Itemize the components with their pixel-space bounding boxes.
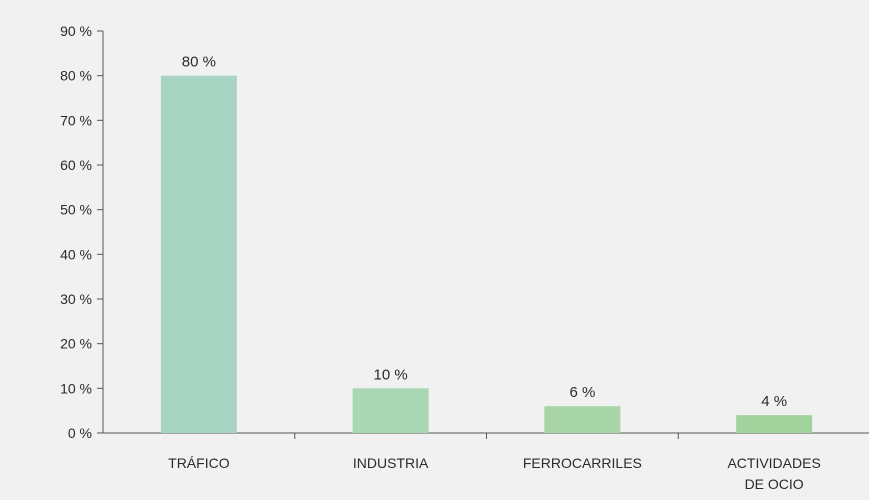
bar (544, 406, 621, 433)
x-tick-label: TRÁFICO (168, 455, 230, 471)
bar-value-label: 10 % (374, 366, 408, 383)
y-tick-label: 30 % (60, 291, 92, 307)
y-tick-label: 40 % (60, 246, 92, 262)
x-tick-label: FERROCARRILES (523, 455, 642, 471)
value-labels: 80 % 10 % 6 % 4 % (182, 54, 787, 410)
y-axis: 0 % 10 % 20 % 30 % 40 % 50 % 60 % 70 % 80 % 90 % (60, 23, 104, 441)
bar (352, 388, 429, 433)
y-tick-label: 90 % (60, 23, 92, 39)
bar-value-label: 4 % (761, 393, 787, 410)
x-axis: TRÁFICO INDUSTRIA FERROCARRILES ACTIVIDADES… (103, 432, 869, 492)
bars (160, 75, 813, 434)
x-tick-label: INDUSTRIA (353, 455, 429, 471)
y-tick-label: 0 % (68, 425, 92, 441)
y-tick-label: 80 % (60, 68, 92, 84)
bar-value-label: 6 % (569, 384, 595, 401)
x-tick-label: ACTIVIDADES (727, 455, 820, 471)
y-tick-label: 20 % (60, 336, 92, 352)
x-tick-label: DE OCIO (745, 476, 804, 492)
bar-value-label: 80 % (182, 54, 216, 71)
y-tick-label: 60 % (60, 157, 92, 173)
y-tick-label: 10 % (60, 380, 92, 396)
y-tick-label: 50 % (60, 202, 92, 218)
bar (160, 75, 237, 434)
y-tick-label: 70 % (60, 112, 92, 128)
bar (736, 415, 813, 433)
